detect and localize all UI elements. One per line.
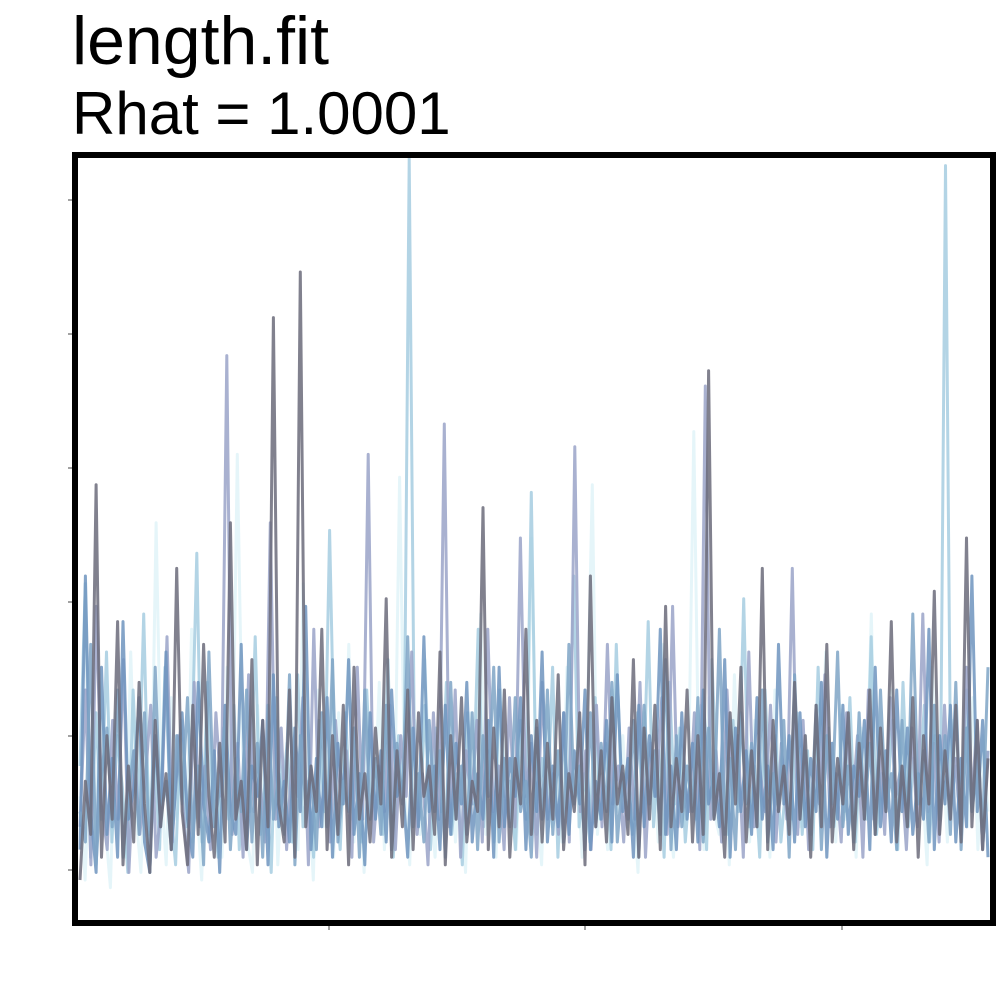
chart-title: length.fit [72,3,330,79]
chain-trace-6 [78,270,990,881]
trace-lines [78,156,990,890]
chart-subtitle: Rhat = 1.0001 [72,80,451,147]
plot-frame [72,152,996,926]
